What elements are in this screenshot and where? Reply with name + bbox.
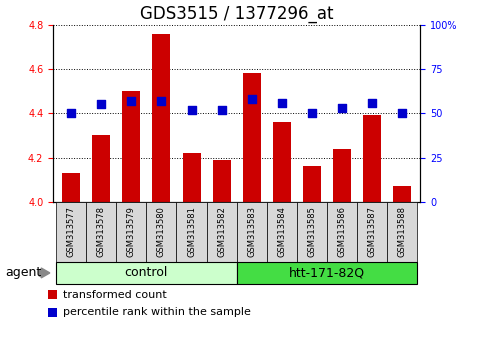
Bar [213, 160, 231, 202]
Point [308, 110, 316, 116]
Text: GSM313587: GSM313587 [368, 206, 377, 257]
Point [398, 110, 406, 116]
Point [157, 98, 165, 104]
Point [98, 102, 105, 107]
Point [368, 100, 376, 105]
Bar [333, 149, 351, 202]
Text: GSM313588: GSM313588 [398, 206, 407, 257]
Point [128, 98, 135, 104]
Text: agent: agent [5, 267, 41, 279]
Bar [363, 115, 381, 202]
Bar [62, 173, 80, 202]
Point [67, 110, 75, 116]
Bar [273, 122, 291, 202]
Text: htt-171-82Q: htt-171-82Q [289, 267, 365, 279]
Bar [242, 73, 261, 202]
Text: GSM313581: GSM313581 [187, 206, 196, 257]
Text: GSM313580: GSM313580 [157, 206, 166, 257]
Point [218, 107, 226, 113]
Text: GSM313585: GSM313585 [307, 206, 316, 257]
Point [338, 105, 346, 111]
Bar [92, 136, 110, 202]
Text: control: control [125, 267, 168, 279]
Bar [393, 186, 411, 202]
Title: GDS3515 / 1377296_at: GDS3515 / 1377296_at [140, 6, 333, 23]
Bar [153, 34, 170, 202]
Text: GSM313583: GSM313583 [247, 206, 256, 257]
Bar [303, 166, 321, 202]
Point [248, 96, 256, 102]
Text: GSM313584: GSM313584 [277, 206, 286, 257]
Text: GSM313579: GSM313579 [127, 206, 136, 257]
Bar [183, 153, 200, 202]
Text: GSM313578: GSM313578 [97, 206, 106, 257]
Point [278, 100, 285, 105]
Bar [122, 91, 141, 202]
Text: GSM313577: GSM313577 [67, 206, 76, 257]
Text: transformed count: transformed count [63, 290, 167, 299]
Text: GSM313582: GSM313582 [217, 206, 226, 257]
Text: GSM313586: GSM313586 [338, 206, 346, 257]
Text: percentile rank within the sample: percentile rank within the sample [63, 307, 251, 317]
Point [188, 107, 196, 113]
